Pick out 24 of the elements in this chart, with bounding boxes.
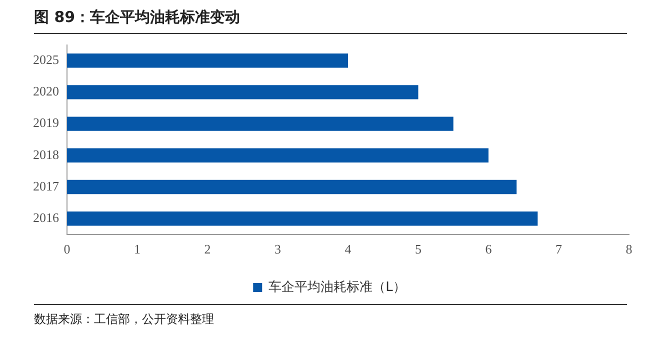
bar [67,53,348,68]
x-tick-label: 7 [556,242,562,257]
x-tick-label: 3 [274,242,281,257]
source-note: 数据来源：工信部，公开资料整理 [34,311,215,328]
y-tick-label: 2018 [33,146,59,162]
x-tick-label: 0 [64,242,70,257]
x-tick-label: 1 [134,242,140,257]
y-tick-label: 2017 [33,178,60,194]
x-tick-label: 5 [415,242,422,257]
chart-title: 图 89：车企平均油耗标准变动 [34,0,627,34]
bar [67,85,418,100]
legend-label: 车企平均油耗标准（L） [268,280,406,295]
bar [67,148,488,163]
x-tick-label: 4 [344,242,352,257]
x-tick-label: 8 [626,242,632,257]
bar [67,211,538,226]
bar [67,180,517,194]
bar [67,116,454,131]
y-tick-label: 2016 [33,210,60,226]
y-tick-label: 2020 [33,84,59,99]
y-tick-label: 2025 [33,52,59,68]
x-tick-label: 2 [204,242,211,257]
y-tick-label: 2019 [33,115,59,130]
x-tick-label: 6 [485,242,492,257]
